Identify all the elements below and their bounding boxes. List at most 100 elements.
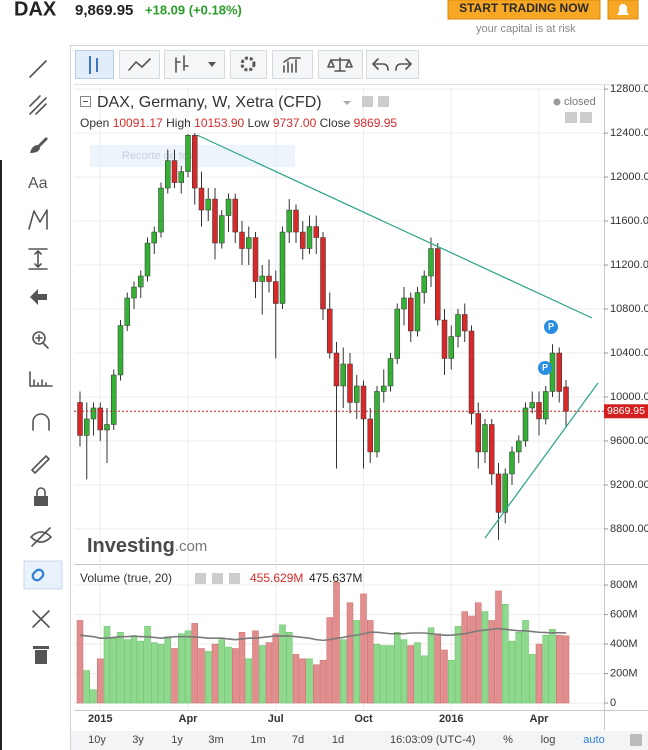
btn-indicators[interactable] bbox=[164, 50, 225, 79]
candle-body bbox=[489, 424, 495, 475]
tool-pencil-lock[interactable] bbox=[31, 455, 50, 474]
range-button[interactable]: 1y bbox=[171, 734, 183, 746]
candle-body bbox=[97, 407, 103, 431]
auto-toggle[interactable]: auto bbox=[583, 734, 604, 746]
volume-bar bbox=[367, 620, 374, 704]
candle-body bbox=[347, 363, 353, 403]
candle-body bbox=[394, 308, 400, 359]
volume-bar bbox=[522, 620, 529, 704]
x-tick-label: Jul bbox=[268, 713, 284, 725]
volume-bar bbox=[306, 658, 313, 704]
svg-text:P: P bbox=[548, 321, 554, 331]
candle-body bbox=[381, 385, 387, 392]
btn-candles[interactable] bbox=[75, 50, 114, 79]
tool-hide[interactable] bbox=[30, 527, 52, 547]
y-tick-label: 11200.00 bbox=[610, 259, 648, 271]
candle-body bbox=[320, 237, 326, 310]
log-toggle[interactable]: log bbox=[541, 734, 556, 746]
tool-line[interactable] bbox=[29, 60, 47, 78]
candle-body bbox=[124, 297, 130, 326]
volume-bar bbox=[468, 615, 475, 704]
ohlc-label: Low bbox=[248, 116, 270, 130]
candle-body bbox=[441, 319, 448, 359]
range-button[interactable]: 7d bbox=[292, 734, 304, 746]
candle-body bbox=[77, 402, 83, 436]
volume-bar bbox=[225, 646, 232, 704]
tool-ruler[interactable] bbox=[29, 371, 53, 387]
tool-back[interactable] bbox=[30, 289, 47, 305]
legend-dropdown[interactable] bbox=[343, 101, 351, 105]
clock: 16:03:09 (UTC-4) bbox=[390, 734, 476, 746]
trendline[interactable] bbox=[196, 134, 593, 319]
alert-button[interactable] bbox=[607, 0, 639, 20]
volume-bar bbox=[387, 645, 394, 704]
legend-btn[interactable] bbox=[362, 96, 373, 107]
candle-body bbox=[522, 407, 529, 442]
tool-measure[interactable] bbox=[28, 248, 48, 270]
btn-settings[interactable] bbox=[230, 50, 267, 79]
tool-zoom[interactable] bbox=[32, 331, 49, 349]
change: +18.09 (+0.18%) bbox=[145, 2, 242, 17]
y-tick-label: 11600.00 bbox=[610, 215, 648, 227]
volume-bar bbox=[164, 636, 171, 704]
tool-text[interactable]: Aa bbox=[28, 175, 48, 192]
tool-fib[interactable] bbox=[29, 95, 47, 115]
volume-bar bbox=[346, 602, 354, 704]
range-button[interactable]: 3y bbox=[132, 734, 144, 746]
percent-toggle[interactable]: % bbox=[503, 734, 513, 746]
candle-body bbox=[354, 385, 360, 403]
y-tick-label: 8800.00 bbox=[610, 523, 648, 535]
event-marker[interactable]: P bbox=[538, 361, 552, 375]
y-tick-label: 9200.00 bbox=[610, 479, 648, 491]
candle-body bbox=[178, 171, 184, 183]
candle-body bbox=[90, 407, 97, 420]
candle-body bbox=[543, 391, 549, 420]
candle-body bbox=[448, 336, 454, 359]
legend-btn[interactable] bbox=[195, 573, 206, 584]
legend-btn[interactable] bbox=[565, 112, 577, 123]
candle-body bbox=[158, 187, 164, 233]
tool-delete[interactable] bbox=[33, 646, 49, 664]
volume-bar bbox=[434, 633, 441, 704]
legend-btn[interactable] bbox=[212, 573, 223, 584]
range-button[interactable]: 1m bbox=[250, 734, 265, 746]
ohlc-label: Close bbox=[320, 116, 351, 130]
trade-button[interactable]: START TRADING NOW bbox=[447, 0, 601, 20]
btn-compare[interactable] bbox=[318, 50, 363, 79]
volume-title: Volume (true, 20) bbox=[80, 571, 172, 585]
event-marker[interactable]: P bbox=[544, 320, 558, 334]
candle-body bbox=[556, 352, 562, 392]
candle-body bbox=[549, 352, 556, 392]
range-button[interactable]: 10y bbox=[88, 734, 106, 746]
volume-bar bbox=[502, 603, 509, 704]
volume-bar bbox=[319, 660, 327, 704]
volume-bar bbox=[313, 664, 320, 704]
settings-btn[interactable] bbox=[630, 734, 642, 746]
volume-bar bbox=[130, 636, 138, 704]
dropdown-icon bbox=[208, 62, 216, 67]
volume-bar bbox=[299, 658, 306, 704]
volume-bar bbox=[272, 633, 279, 704]
volume-bar bbox=[124, 639, 131, 704]
candle-body bbox=[306, 226, 313, 249]
candle-body bbox=[327, 308, 333, 354]
legend-btn[interactable] bbox=[580, 112, 592, 123]
candle-body bbox=[340, 363, 346, 387]
range-button[interactable]: 1d bbox=[332, 734, 344, 746]
tool-magnet[interactable] bbox=[32, 413, 50, 431]
trendline[interactable] bbox=[484, 382, 599, 539]
range-button[interactable]: 3m bbox=[208, 734, 223, 746]
candle-body bbox=[192, 135, 198, 189]
tool-settings[interactable] bbox=[32, 610, 50, 628]
legend-btn[interactable] bbox=[229, 573, 240, 584]
y-tick-label: 10800.00 bbox=[610, 303, 648, 315]
volume-bar bbox=[286, 632, 293, 704]
tool-lock[interactable] bbox=[34, 487, 48, 506]
tool-brush[interactable] bbox=[30, 137, 48, 153]
legend-btn[interactable] bbox=[378, 96, 389, 107]
volume-bar bbox=[427, 627, 435, 704]
tool-sync[interactable] bbox=[31, 568, 45, 582]
tool-pattern[interactable] bbox=[28, 209, 48, 230]
candle-body bbox=[131, 286, 137, 299]
volume-bar bbox=[238, 632, 246, 704]
